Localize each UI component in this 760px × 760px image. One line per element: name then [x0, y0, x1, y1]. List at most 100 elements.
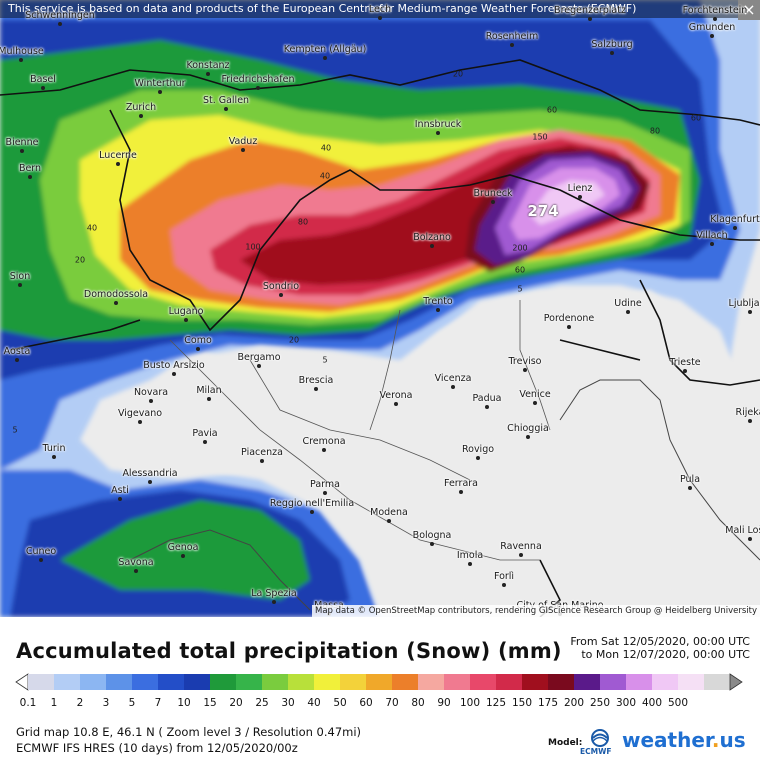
city-marker [485, 405, 489, 409]
city-label: Bienne [5, 137, 39, 148]
colorbar-segment [80, 674, 107, 690]
city-label: Innsbruck [414, 119, 462, 130]
contour-label: 5 [322, 355, 328, 365]
precipitation-map[interactable]: This service is based on data and produc… [0, 0, 760, 617]
colorbar-tick-label: 125 [485, 697, 507, 709]
city-marker [378, 16, 382, 20]
city-marker [502, 583, 506, 587]
ecmwf-attribution-banner: This service is based on data and produc… [0, 0, 760, 18]
city-label: Bruneck [473, 188, 513, 199]
city-marker [118, 497, 122, 501]
colorbar-segment [158, 674, 185, 690]
city-marker [459, 490, 463, 494]
city-marker [116, 162, 120, 166]
city-label: Friedrichshafen [221, 74, 295, 85]
city-marker [138, 420, 142, 424]
city-label: Brescia [298, 375, 334, 386]
colorbar-segment [444, 674, 471, 690]
contour-label: 40 [320, 143, 332, 153]
city-marker [139, 114, 143, 118]
city-label: Bolzano [413, 232, 451, 243]
contour-label: 60 [514, 265, 526, 275]
colorbar-min-arrow [15, 673, 29, 691]
city-marker [713, 17, 717, 21]
city-label: Lech [368, 4, 392, 15]
city-marker [567, 325, 571, 329]
colorbar-segment [600, 674, 627, 690]
city-label: Basel [30, 74, 56, 85]
city-label: Zurich [125, 102, 157, 113]
city-label: La Spezia [251, 588, 297, 599]
colorbar-segment [262, 674, 289, 690]
colorbar-tick-label: 200 [563, 697, 585, 709]
coastline-ligurian [129, 529, 311, 611]
city-marker [733, 226, 737, 230]
contour-label: 20 [74, 255, 86, 265]
colorbar-segment [184, 674, 211, 690]
contour-label: 20 [452, 69, 464, 79]
city-marker [626, 310, 630, 314]
colorbar-tick-label: 0.1 [19, 697, 37, 709]
colorbar-segment [522, 674, 549, 690]
max-value-label: 274 [527, 202, 559, 220]
period-to: to Mon 12/07/2020, 00:00 UTC [581, 648, 750, 661]
city-label: Ljubljana [728, 298, 760, 309]
colorbar-tick-label: 300 [615, 697, 637, 709]
city-marker [430, 244, 434, 248]
colorbar-segment [314, 674, 341, 690]
city-label: Bregenzerplatz [554, 5, 626, 16]
city-label: Padua [472, 393, 502, 404]
colorbar-segment [366, 674, 393, 690]
city-marker [387, 519, 391, 523]
city-marker [610, 51, 614, 55]
city-label: Vicenza [434, 373, 472, 384]
city-marker [114, 301, 118, 305]
ecmwf-logo-icon [591, 729, 609, 747]
city-label: Venice [519, 389, 551, 400]
weather-us-logo[interactable]: weather.us [622, 728, 746, 752]
city-label: Rovigo [461, 444, 495, 455]
model-label: Model: [548, 738, 583, 748]
city-marker [430, 542, 434, 546]
city-label: Aosta [3, 346, 31, 357]
city-marker [394, 402, 398, 406]
contour-label: 150 [532, 132, 548, 142]
city-label: Lugano [168, 306, 204, 317]
colorbar-tick-label: 70 [385, 697, 399, 709]
city-marker [224, 107, 228, 111]
city-marker [18, 283, 22, 287]
colorbar-tick-label: 40 [307, 697, 321, 709]
city-marker [15, 358, 19, 362]
colorbar-tick-label: 5 [128, 697, 136, 709]
city-label: St. Gallen [202, 95, 250, 106]
city-marker [748, 310, 752, 314]
city-marker [526, 435, 530, 439]
map-canvas[interactable] [0, 0, 760, 617]
colorbar-segment [626, 674, 653, 690]
city-label: Gmunden [688, 22, 736, 33]
colorbar-segment [470, 674, 497, 690]
colorbar-tick-label: 400 [641, 697, 663, 709]
close-banner-button[interactable]: × [738, 0, 760, 20]
colorbar-segment [496, 674, 523, 690]
colorbar-tick-label: 50 [333, 697, 347, 709]
city-label: Parma [310, 479, 340, 490]
city-marker [149, 399, 153, 403]
city-marker [310, 510, 314, 514]
city-marker [578, 195, 582, 199]
colorbar-segment [288, 674, 315, 690]
colorbar-tick-label: 150 [511, 697, 533, 709]
city-label: Bergamo [237, 352, 281, 363]
map-data-attribution: Map data © OpenStreetMap contributors, r… [312, 605, 760, 617]
city-marker [19, 58, 23, 62]
colorbar-segment [236, 674, 263, 690]
city-label: Klagenfurt [710, 214, 760, 225]
city-label: Novara [133, 387, 169, 398]
city-label: Vaduz [228, 136, 258, 147]
city-marker [158, 90, 162, 94]
city-marker [323, 56, 327, 60]
city-label: Schwenningen [25, 10, 95, 21]
colorbar-tick-label: 20 [229, 697, 243, 709]
city-marker [683, 369, 687, 373]
city-label: Busto Arsizio [143, 360, 205, 371]
